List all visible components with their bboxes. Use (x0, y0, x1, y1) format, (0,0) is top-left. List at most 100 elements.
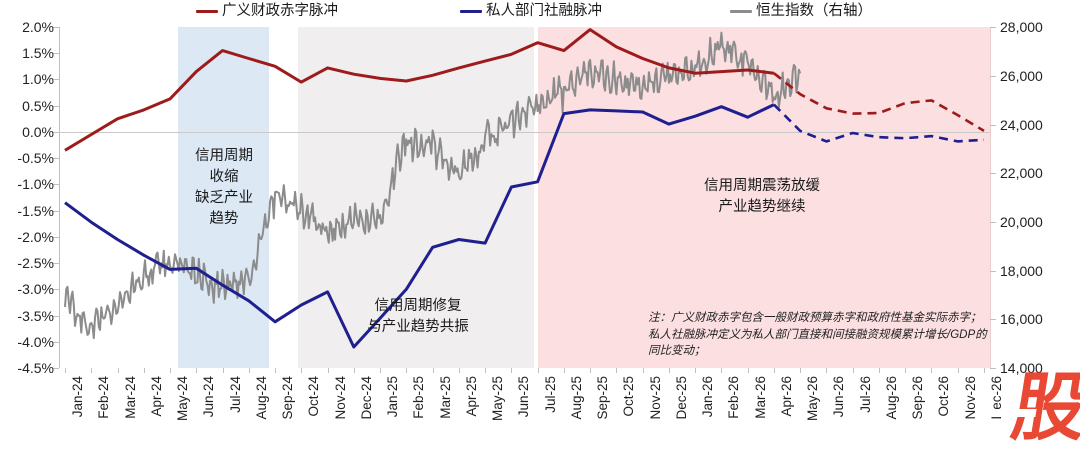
y-right-tick-0: 28,000 (1000, 19, 1043, 35)
x-tick (773, 368, 775, 373)
y-left-tick-8: -2.0% (17, 229, 54, 245)
x-axis-label: Feb-25 (411, 376, 427, 419)
x-tick (117, 368, 119, 373)
chart-legend: 广义财政赤字脉冲 私人部门社融脉冲 恒生指数（右轴） (0, 0, 1080, 24)
x-tick (380, 368, 382, 373)
x-tick (248, 368, 250, 373)
annotation-line: 趋势 (209, 211, 239, 227)
x-tick (668, 368, 670, 373)
x-tick (826, 368, 828, 373)
x-axis-label: Nov-25 (647, 376, 663, 420)
right-axis-line (990, 27, 991, 368)
x-tick (143, 368, 145, 373)
x-axis-label: Sep-25 (595, 376, 611, 420)
legend-label-fiscal-impulse: 广义财政赤字脉冲 (222, 3, 338, 19)
legend-swatch-hang-seng (730, 9, 752, 13)
x-axis-label: Feb-26 (726, 376, 742, 419)
x-tick (353, 368, 355, 373)
legend-item-fiscal-impulse: 广义财政赤字脉冲 (196, 2, 338, 20)
legend-label-private-credit-impulse: 私人部门社融脉冲 (486, 3, 602, 19)
x-axis-label: Aug-26 (883, 376, 899, 420)
x-axis-label: Dec-24 (358, 376, 374, 420)
credit-contraction-annotation: 信用周期 收缩 缺乏产业 趋势 (195, 146, 253, 230)
annotation-line: 产业趋势继续 (718, 199, 806, 215)
x-tick (327, 368, 329, 373)
x-axis-label: Apr-25 (463, 376, 479, 417)
x-axis-label: Feb-24 (96, 376, 112, 419)
x-tick (878, 368, 880, 373)
y-left-tick-10: -3.0% (17, 281, 54, 297)
footnote-line: 注：广义财政赤字包含一般财政预算赤字和政府性基金实际赤字； (648, 312, 982, 324)
x-tick (301, 368, 303, 373)
x-axis-label: Jul-24 (227, 376, 243, 413)
y-right-tick-3: 22,000 (1000, 165, 1043, 181)
x-tick (485, 368, 487, 373)
legend-item-private-credit-impulse: 私人部门社融脉冲 (460, 2, 602, 20)
x-axis-label: Jun-26 (831, 376, 847, 418)
x-axis-label: May-24 (175, 376, 191, 422)
x-tick (984, 368, 985, 373)
y-left-tick-7: -1.5% (17, 203, 54, 219)
x-axis-label: Jan-25 (385, 376, 401, 418)
x-axis-label: May-26 (805, 376, 821, 422)
x-axis-label: Oct-25 (621, 376, 637, 417)
x-axis-label: Apr-24 (148, 376, 164, 417)
zero-line (59, 132, 990, 133)
x-tick (65, 368, 66, 373)
x-tick (695, 368, 697, 373)
x-axis-label: Oct-26 (936, 376, 952, 417)
x-axis-label: Aug-25 (568, 376, 584, 420)
x-tick (957, 368, 959, 373)
x-axis-label: May-25 (490, 376, 506, 422)
annotation-line: 信用周期修复 (374, 298, 462, 314)
y-left-tick-5: -0.5% (17, 150, 54, 166)
x-axis-label: Jun-25 (516, 376, 532, 418)
x-tick (905, 368, 907, 373)
x-axis-label: Jul-25 (542, 376, 558, 413)
x-axis-label: Oct-24 (306, 376, 322, 417)
annotation-line: 与产业趋势共振 (367, 319, 469, 335)
x-tick (432, 368, 434, 373)
x-tick (563, 368, 565, 373)
x-axis-label: Sep-24 (280, 376, 296, 420)
left-axis-line (59, 27, 60, 368)
y-right-tick-5: 18,000 (1000, 263, 1043, 279)
y-right-tick-7: 14,000 (1000, 360, 1043, 376)
x-axis-label: Aug-24 (253, 376, 269, 420)
annotation-line: 信用周期震荡放缓 (704, 178, 820, 194)
y-left-tick-12: -4.0% (17, 334, 54, 350)
footnote-line: 同比变动； (648, 345, 706, 357)
y-right-tick-6: 16,000 (1000, 311, 1043, 327)
x-tick (170, 368, 172, 373)
x-axis-label: Nov-26 (962, 376, 978, 420)
y-right-tick-4: 20,000 (1000, 214, 1043, 230)
y-left-tick-11: -3.5% (17, 308, 54, 324)
y-right-tick-2: 24,000 (1000, 117, 1043, 133)
x-axis-label: Mar-24 (122, 376, 138, 419)
chart-footnote: 注：广义财政赤字包含一般财政预算赤字和政府性基金实际赤字； 私人社融脉冲定义为私… (648, 310, 987, 360)
y-left-tick-9: -2.5% (17, 255, 54, 271)
annotation-line: 收缩 (209, 169, 239, 185)
credit-repair-annotation: 信用周期修复 与产业趋势共振 (367, 296, 469, 338)
legend-label-hang-seng: 恒生指数（右轴） (756, 3, 872, 19)
y-left-tick-0: 2.0% (22, 19, 54, 35)
x-tick (590, 368, 592, 373)
x-tick (747, 368, 749, 373)
footnote-line: 私人社融脉冲定义为私人部门直接和间接融资规模累计增长/GDP的 (648, 328, 987, 341)
x-axis-label: Mar-25 (437, 376, 453, 419)
credit-slowdown-annotation: 信用周期震荡放缓 产业趋势继续 (704, 176, 820, 218)
annotation-line: 信用周期 (195, 148, 253, 164)
x-axis-label: Nov-24 (332, 376, 348, 420)
y-right-tick-1: 26,000 (1000, 68, 1043, 84)
y-left-tick-2: 1.0% (22, 71, 54, 87)
x-axis-label: Jan-26 (700, 376, 716, 418)
y-left-tick-1: 1.5% (22, 45, 54, 61)
x-tick (511, 368, 513, 373)
y-left-tick-13: -4.5% (17, 360, 54, 376)
x-tick (931, 368, 933, 373)
x-tick (642, 368, 644, 373)
x-tick (222, 368, 224, 373)
annotation-line: 缺乏产业 (195, 190, 253, 206)
x-axis-label: Mar-26 (752, 376, 768, 419)
